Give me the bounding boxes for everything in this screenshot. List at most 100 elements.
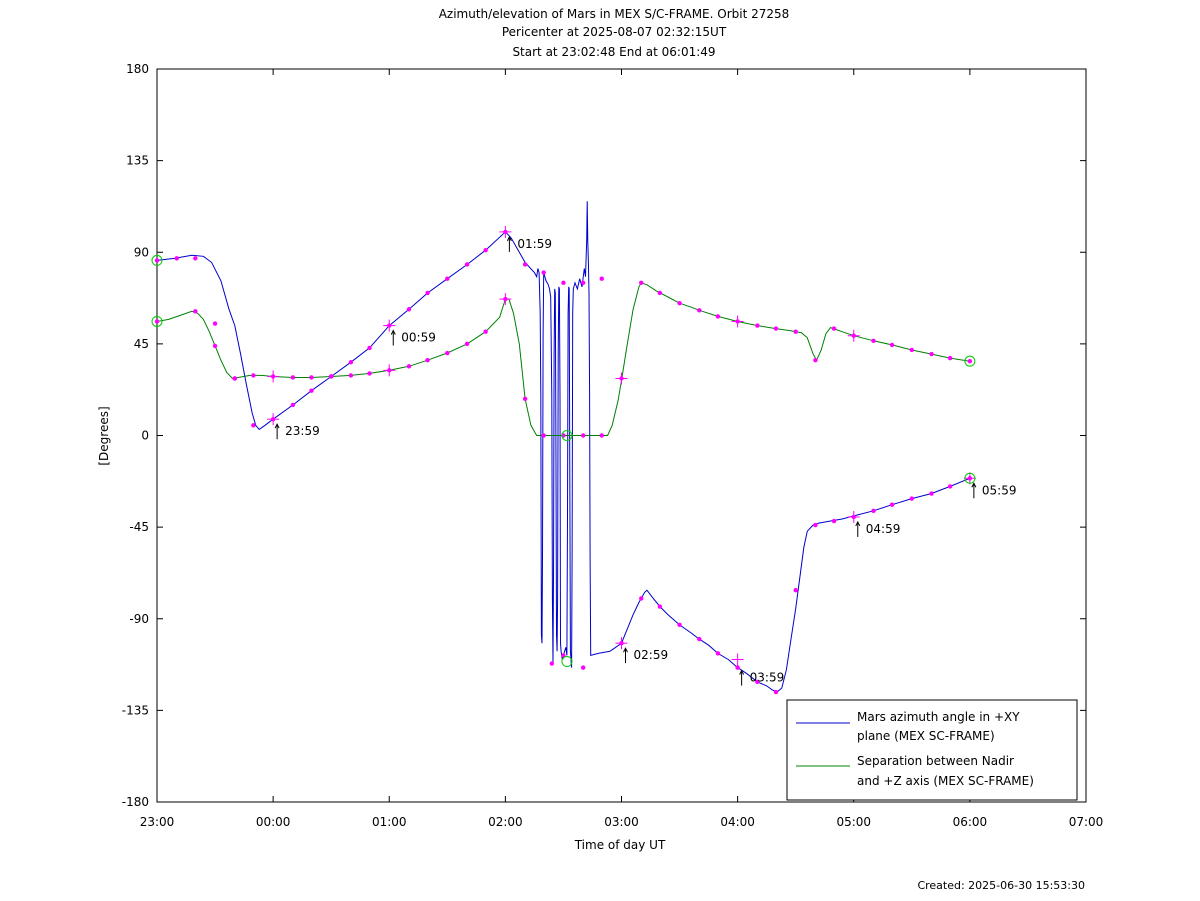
data-point-separation: [755, 323, 760, 328]
data-point-azimuth: [212, 321, 218, 326]
data-point-azimuth: [541, 270, 546, 275]
data-point-azimuth: [677, 622, 682, 628]
x-tick-label: 23:00: [140, 815, 175, 829]
data-point-azimuth: [348, 360, 354, 365]
y-tick-label: -180: [122, 795, 149, 809]
x-tick-label: 04:00: [720, 815, 755, 829]
data-point-azimuth: [889, 502, 895, 507]
event-circle-azimuth: [151, 254, 163, 266]
legend-label-azimuth-2: plane (MEX SC-FRAME): [857, 729, 995, 743]
data-point-separation: [445, 350, 450, 356]
data-point-separation: [406, 364, 412, 369]
x-axis-label: Time of day UT: [574, 838, 666, 852]
data-point-separation: [677, 300, 682, 306]
data-point-separation: [773, 326, 779, 331]
hour-marker-separation: [383, 364, 396, 377]
data-point-separation: [348, 373, 354, 378]
data-point-azimuth: [947, 484, 953, 489]
x-tick-label: 06:00: [953, 815, 988, 829]
data-point-azimuth: [871, 508, 876, 514]
data-point-azimuth: [174, 256, 179, 261]
x-tick-label: 07:00: [1069, 815, 1104, 829]
data-point-azimuth: [251, 423, 256, 428]
data-point-separation: [947, 355, 953, 361]
hour-marker-separation: [499, 293, 512, 306]
time-annotation: 02:59: [623, 647, 669, 664]
data-point-azimuth: [561, 653, 566, 658]
footer-created: Created: 2025-06-30 15:53:30: [917, 879, 1085, 892]
data-point-azimuth: [154, 258, 160, 263]
legend-label-separation-2: and +Z axis (MEX SC-FRAME): [857, 774, 1034, 788]
data-point-separation: [522, 396, 528, 402]
data-point-separation: [909, 347, 915, 353]
data-point-separation: [367, 371, 372, 376]
data-point-separation: [193, 309, 198, 314]
data-point-separation: [889, 342, 895, 348]
x-tick-label: 00:00: [256, 815, 291, 829]
annotation-arrowhead: [390, 329, 396, 335]
data-point-separation: [251, 373, 256, 378]
data-point-azimuth: [290, 402, 296, 408]
plot-area: 180 135 90 45 0 -45 -90 -135 -180 23:00 00:00 01:00…: [122, 62, 1104, 829]
data-point-azimuth: [715, 651, 721, 656]
data-point-separation: [464, 341, 470, 347]
hour-marker-separation: [731, 315, 744, 328]
y-tick-label: 90: [134, 245, 149, 259]
annotation-arrowhead: [971, 482, 977, 488]
data-point-azimuth: [193, 256, 198, 261]
data-point-azimuth: [483, 248, 488, 253]
hour-marker-separation: [847, 329, 860, 342]
data-point-azimuth: [735, 665, 740, 670]
hour-marker-azimuth: [963, 472, 976, 485]
annotation-label: 03:59: [750, 671, 785, 685]
data-point-separation: [599, 433, 604, 438]
event-circle-separation: [151, 315, 163, 327]
data-point-azimuth: [909, 496, 915, 501]
series-line-azimuth: [156, 201, 971, 693]
legend-box: [786, 699, 1078, 801]
annotation-label: 02:59: [634, 648, 669, 662]
annotation-arrowhead: [855, 520, 861, 527]
chart-title: Azimuth/elevation of Mars in MEX S/C-FRA…: [439, 7, 790, 59]
data-point-azimuth: [580, 665, 586, 670]
data-point-azimuth: [561, 280, 566, 285]
legend: Mars azimuth angle in +XY plane (MEX SC-…: [786, 699, 1078, 801]
hour-marker-azimuth: [731, 653, 744, 666]
data-point-azimuth: [639, 596, 644, 601]
data-point-azimuth: [522, 262, 528, 267]
annotation-arrowhead: [506, 235, 512, 242]
data-point-azimuth: [697, 636, 702, 642]
y-tick-label: -135: [122, 703, 149, 717]
data-point-separation: [967, 358, 973, 364]
data-point-separation: [831, 326, 837, 331]
title-line-1: Azimuth/elevation of Mars in MEX S/C-FRA…: [439, 7, 790, 21]
data-point-separation: [232, 376, 238, 381]
data-point-azimuth: [425, 290, 430, 296]
data-point-azimuth: [580, 280, 586, 285]
annotation-label: 01:59: [517, 237, 552, 251]
data-point-azimuth: [773, 689, 779, 695]
title-line-2: Pericenter at 2025-08-07 02:32:15UT: [502, 25, 727, 39]
time-annotation: 00:59: [390, 329, 436, 346]
annotation-label: 23:59: [285, 424, 320, 438]
data-point-azimuth: [813, 522, 818, 528]
x-tick-label: 02:00: [488, 815, 523, 829]
event-circle-azimuth: [964, 472, 976, 484]
annotation-label: 00:59: [401, 331, 436, 345]
time-annotation: 01:59: [506, 235, 552, 252]
data-point-separation: [929, 351, 934, 357]
data-point-azimuth: [929, 491, 934, 496]
data-point-azimuth: [831, 518, 837, 524]
data-point-separation: [871, 338, 876, 344]
data-point-separation: [212, 343, 218, 349]
event-circle-azimuth: [561, 656, 573, 668]
legend-label-azimuth-1: Mars azimuth angle in +XY: [857, 710, 1020, 724]
annotation-label: 05:59: [982, 483, 1017, 497]
data-point-separation: [657, 290, 663, 296]
data-point-separation: [328, 374, 334, 379]
time-annotation: 05:59: [971, 482, 1017, 499]
y-tick-label: 135: [126, 154, 149, 168]
y-tick-label: 45: [134, 337, 149, 351]
data-point-azimuth: [657, 604, 663, 609]
